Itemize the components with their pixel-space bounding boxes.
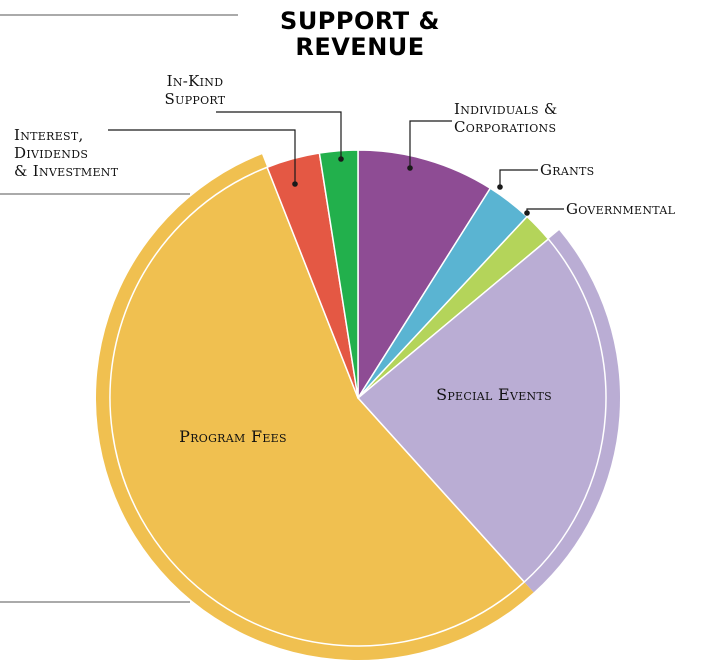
slice-in-kind-support bbox=[318, 149, 359, 399]
slice-label-grants-line-1: Grants bbox=[540, 161, 595, 179]
leader-dot-interest-dividends-investment bbox=[292, 181, 298, 187]
leader-dot-grants bbox=[497, 184, 503, 190]
slice-label-individuals-corporations-line-2: Corporations bbox=[454, 118, 556, 136]
leader-line-governmental bbox=[526, 208, 564, 213]
slice-label-special-events-line-1: Special Events bbox=[436, 385, 552, 404]
slice-label-interest-dividends-investment-line-3: & Investment bbox=[14, 162, 119, 180]
leader-dot-governmental bbox=[524, 210, 530, 216]
chart-title-line-2: REVENUE bbox=[295, 33, 425, 61]
leader-line-interest-dividends-investment bbox=[108, 129, 296, 184]
slice-label-interest-dividends-investment-line-1: Interest, bbox=[14, 126, 84, 144]
slice-label-in-kind-support-line-1: In-Kind bbox=[167, 72, 224, 90]
slice-label-program-fees-line-1: Program Fees bbox=[179, 427, 287, 446]
leader-line-in-kind-support bbox=[216, 111, 342, 159]
leader-dot-individuals-corporations bbox=[407, 165, 413, 171]
leader-line-individuals-corporations bbox=[409, 120, 452, 168]
chart-title: SUPPORT & REVENUE bbox=[250, 8, 470, 60]
slice-individuals-corporations bbox=[357, 149, 492, 399]
slice-label-individuals-corporations-line-1: Individuals & bbox=[454, 100, 558, 118]
slice-special-events bbox=[357, 238, 607, 583]
slice-label-interest-dividends-investment-line-2: Dividends bbox=[14, 144, 88, 162]
leader-dot-in-kind-support bbox=[338, 156, 344, 162]
slice-label-governmental-line-1: Governmental bbox=[566, 200, 676, 218]
leader-line-grants bbox=[499, 169, 538, 187]
chart-title-line-1: SUPPORT & bbox=[280, 7, 440, 35]
slice-label-in-kind-support-line-2: Support bbox=[165, 90, 226, 108]
slice-program-fees bbox=[109, 166, 525, 647]
